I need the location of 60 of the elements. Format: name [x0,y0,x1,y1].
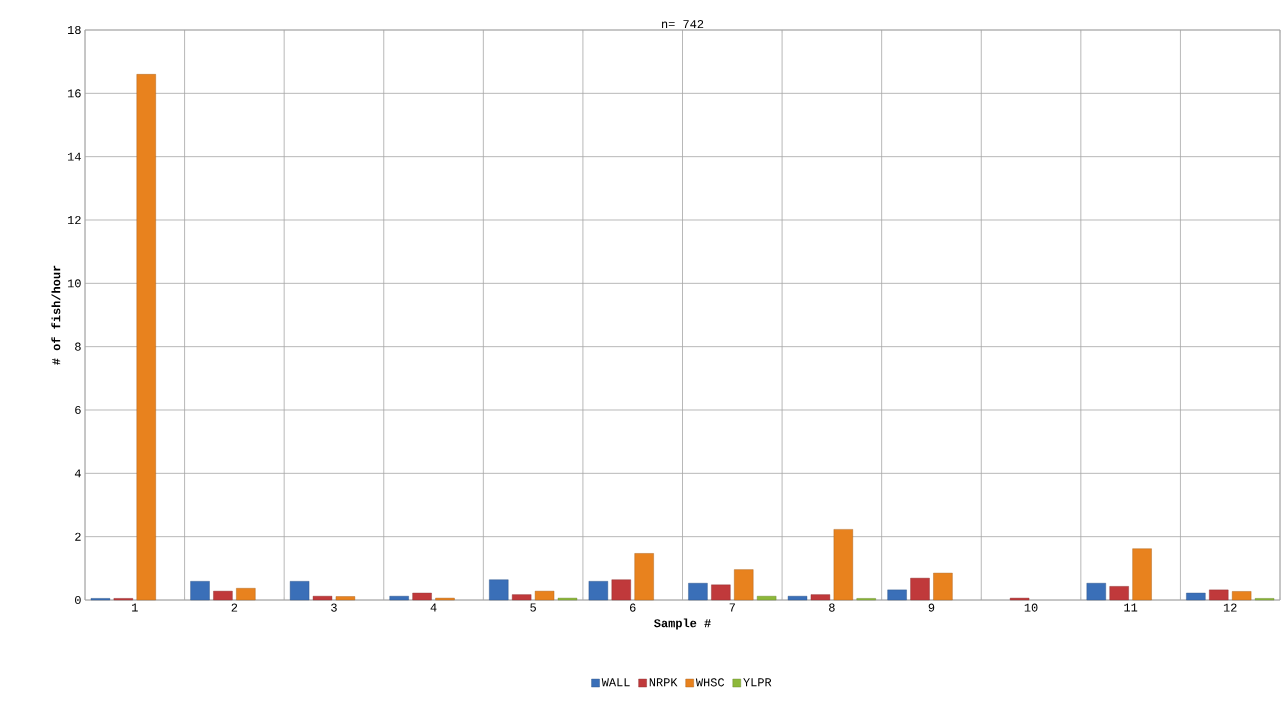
x-tick-label: 3 [331,603,337,612]
y-tick-label: 12 [67,215,81,224]
y-tick-label: 10 [67,279,81,288]
bar [1209,589,1229,601]
bar [756,596,777,601]
x-tick-label: 5 [530,603,536,612]
y-tick-label: 4 [74,469,81,478]
y-tick-label: 8 [75,342,81,351]
y-tick-label: 6 [75,405,81,415]
bar [190,581,210,601]
bar [136,74,156,601]
bar [887,589,907,601]
bar [734,569,754,601]
bar [711,584,731,601]
bar [810,594,831,601]
x-tick-label: 11 [1124,603,1138,612]
x-tick-label: 1 [132,603,138,612]
bar [335,596,356,601]
bar [236,588,256,601]
y-tick-label: 0 [75,595,81,605]
y-tick-label: 14 [67,152,81,161]
x-tick-label: 2 [231,603,238,612]
bar [534,590,555,601]
chart-title: n= 742 [662,20,704,29]
bar [1109,586,1129,601]
y-tick-label: 18 [67,25,81,35]
bar [489,579,509,601]
bar [833,529,853,601]
x-tick-label: 8 [829,603,835,612]
bar [1232,591,1252,601]
y-tick-label: 2 [75,532,81,541]
bar [289,581,310,601]
bar [787,596,808,601]
bar [389,596,409,601]
bar [910,577,930,601]
x-tick-label: 6 [630,603,636,612]
bar [1132,548,1152,601]
legend-label: NRPK [649,678,678,687]
bar [688,583,708,601]
bar [512,594,532,601]
bar [213,590,233,601]
x-tick-label: 9 [928,603,935,612]
legend-label: WALL [601,678,630,687]
y-axis-title: # of fish/hour [51,265,61,365]
legend-label: YLPR [743,678,772,687]
bar [312,596,333,601]
bar [933,572,953,601]
bar [412,592,432,601]
bar [634,553,654,601]
x-tick-label: 12 [1223,603,1237,612]
x-tick-label: 4 [430,603,437,612]
bar [611,579,631,601]
legend-label: WHSC [695,678,725,687]
y-tick-label: 16 [67,89,81,98]
bar [1086,583,1106,601]
bar [588,581,609,601]
bar [1186,592,1206,601]
x-tick-label: 10 [1024,603,1038,612]
x-tick-label: 7 [729,603,735,612]
x-axis-title: Sample # [654,618,711,630]
